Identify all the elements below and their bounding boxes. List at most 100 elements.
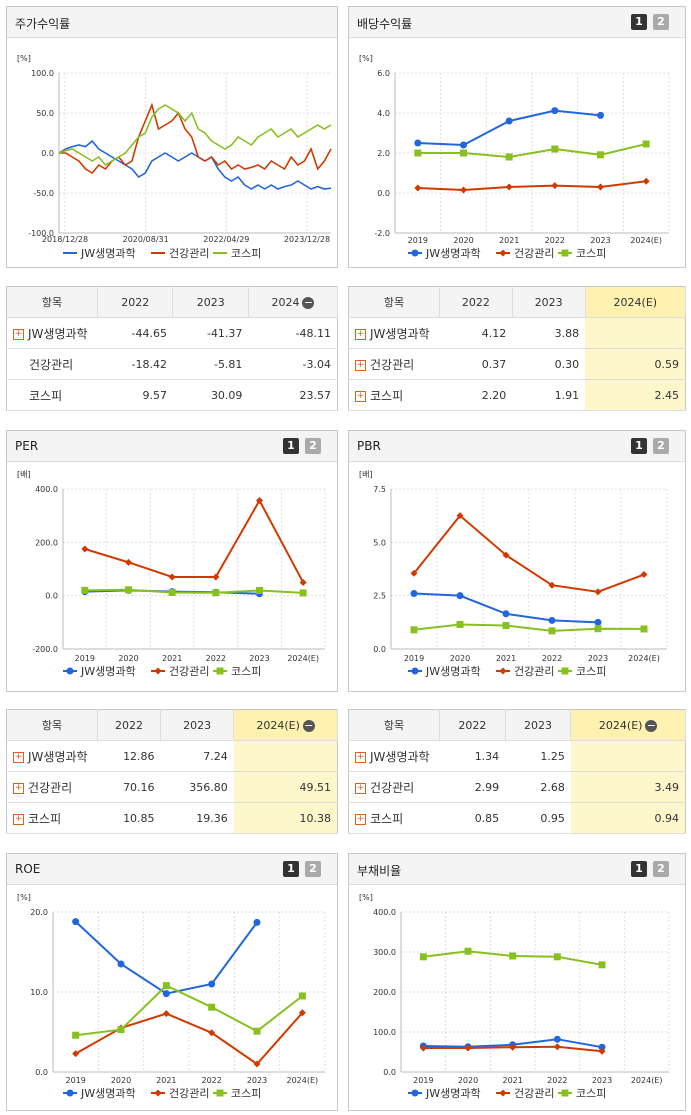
legend-label: 코스피 <box>576 1087 606 1100</box>
table-row: + JW생명과학 12.86 7.24 <box>6 740 338 772</box>
table-cell: 3.49 <box>570 771 686 803</box>
x-tick-label: 2024(E) <box>631 1076 663 1085</box>
expand-icon[interactable]: + <box>13 782 24 794</box>
expand-icon[interactable]: + <box>355 751 366 763</box>
dividend-yield-table: 항목 2022 2023 2024(E) + JW생명과학 4.12 3.88 + 건강관리 0.3… <box>348 286 687 411</box>
panel-header: 배당수익률 1 2 <box>349 7 685 38</box>
table-row: + JW생명과학 -44.65 -41.37 -48.11 <box>6 317 338 349</box>
table-cell <box>585 317 686 349</box>
data-point <box>597 151 604 159</box>
panel-header: 주가수익률 <box>7 7 337 38</box>
data-point <box>561 667 569 675</box>
data-point <box>598 1043 606 1051</box>
legend-label: 코스피 <box>231 247 261 260</box>
expand-icon[interactable]: + <box>355 390 366 402</box>
table-cell: -41.37 <box>172 317 249 349</box>
unit-label: [%] <box>17 54 31 63</box>
legend-label: 코스피 <box>231 1087 261 1100</box>
data-point <box>72 1050 80 1058</box>
data-point <box>81 545 89 553</box>
data-point <box>499 249 507 257</box>
y-tick-label: 100.0 <box>31 69 54 78</box>
view-2-button[interactable]: 2 <box>305 861 321 877</box>
collapse-icon[interactable]: − <box>645 718 658 732</box>
panel-title: PER <box>15 439 39 453</box>
table-cell: 4.12 <box>439 317 513 349</box>
data-point <box>168 573 176 581</box>
view-1-button[interactable]: 1 <box>631 861 647 877</box>
x-tick-label: 2019 <box>75 654 95 663</box>
data-point <box>460 141 467 149</box>
panel-header: 부채비율 1 2 <box>349 854 685 885</box>
series-line <box>58 139 332 190</box>
y-tick-label: 0.0 <box>377 189 390 198</box>
expand-icon[interactable]: + <box>13 328 24 340</box>
data-point <box>216 667 224 675</box>
y-tick-label: 2.0 <box>377 149 390 158</box>
data-point <box>125 558 132 566</box>
table-row: 코스피 9.57 30.09 23.57 <box>6 379 338 411</box>
row-label: + JW생명과학 <box>348 740 440 772</box>
view-1-button[interactable]: 1 <box>631 14 647 30</box>
table-cell: 10.85 <box>97 802 161 834</box>
view-1-button[interactable]: 1 <box>631 438 647 454</box>
data-point <box>509 952 517 960</box>
legend-label: 건강관리 <box>169 1087 209 1100</box>
panel-title: 부채비율 <box>357 864 402 878</box>
unit-label: [배] <box>17 470 31 479</box>
expand-icon[interactable]: + <box>355 359 366 371</box>
y-tick-label: 5.0 <box>373 538 386 547</box>
x-tick-label: 2022 <box>201 1076 221 1085</box>
x-tick-label: 2021 <box>496 654 516 663</box>
x-tick-label: 2019 <box>413 1076 433 1085</box>
row-label: + 코스피 <box>6 802 98 834</box>
legend-label: JW생명과학 <box>425 247 481 260</box>
table-cell <box>570 740 686 772</box>
expand-icon[interactable]: + <box>13 813 24 825</box>
expand-icon[interactable]: + <box>355 782 366 794</box>
data-point <box>502 610 510 618</box>
view-2-button[interactable]: 2 <box>653 438 669 454</box>
collapse-icon[interactable]: − <box>302 718 315 732</box>
expand-icon[interactable]: + <box>355 328 366 340</box>
view-2-button[interactable]: 2 <box>653 14 669 30</box>
pbr-panel: PBR 1 2 [배] 7.5 5.0 2.5 0.0 2019 2020 2021 2022 202… <box>348 430 686 692</box>
roe-panel: ROE 1 2 [%] 20.0 10.0 0.0 2019 2020 2021 2022 2023… <box>6 853 338 1111</box>
table-cell: -44.65 <box>97 317 173 349</box>
view-1-button[interactable]: 1 <box>283 438 299 454</box>
data-point <box>551 182 559 190</box>
data-point <box>72 1031 80 1039</box>
view-2-button[interactable]: 2 <box>305 438 321 454</box>
data-point <box>598 961 606 969</box>
x-tick-label: 2024(E) <box>287 1076 319 1085</box>
view-2-button[interactable]: 2 <box>653 861 669 877</box>
data-point <box>162 1010 170 1018</box>
collapse-icon[interactable]: − <box>302 295 315 309</box>
panel-title: PBR <box>357 439 381 453</box>
data-point <box>548 627 556 635</box>
data-point <box>411 249 419 257</box>
series-line <box>84 588 304 594</box>
expand-icon[interactable]: + <box>13 751 24 763</box>
expand-icon[interactable]: + <box>355 813 366 825</box>
data-point <box>66 1089 74 1097</box>
x-tick-label: 2022 <box>545 236 565 245</box>
table-header-row: 항목 2022 2023 2024(E) − <box>6 709 338 741</box>
panel-header: ROE 1 2 <box>7 854 337 885</box>
column-header: 항목 <box>6 286 98 318</box>
data-point <box>551 107 559 115</box>
view-1-button[interactable]: 1 <box>283 861 299 877</box>
table-cell: -5.81 <box>172 348 249 380</box>
data-point <box>499 667 507 675</box>
table-cell: 1.91 <box>512 379 586 411</box>
data-point <box>505 153 513 161</box>
data-point <box>594 588 602 596</box>
table-row: + 코스피 2.20 1.91 2.45 <box>348 379 686 411</box>
x-tick-label: 2019 <box>404 654 424 663</box>
x-tick-label: 2024(E) <box>630 236 662 245</box>
y-tick-label: 20.0 <box>30 908 48 917</box>
panel-title: ROE <box>15 862 41 876</box>
table-cell: 2.68 <box>505 771 571 803</box>
y-tick-label: -2.0 <box>374 229 390 238</box>
